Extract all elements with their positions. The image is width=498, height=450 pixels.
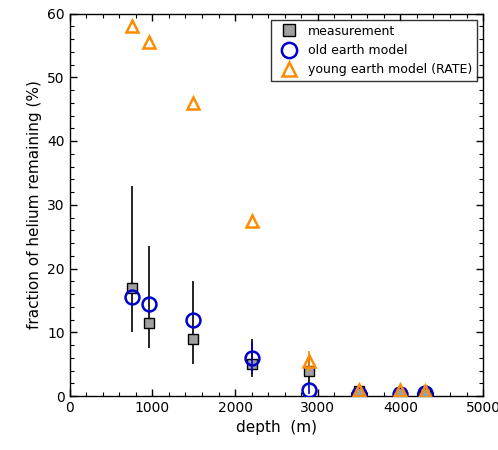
Y-axis label: fraction of helium remaining (%): fraction of helium remaining (%) bbox=[27, 80, 42, 329]
X-axis label: depth  (m): depth (m) bbox=[236, 420, 317, 436]
Legend: measurement, old earth model, young earth model (RATE): measurement, old earth model, young eart… bbox=[271, 20, 477, 81]
